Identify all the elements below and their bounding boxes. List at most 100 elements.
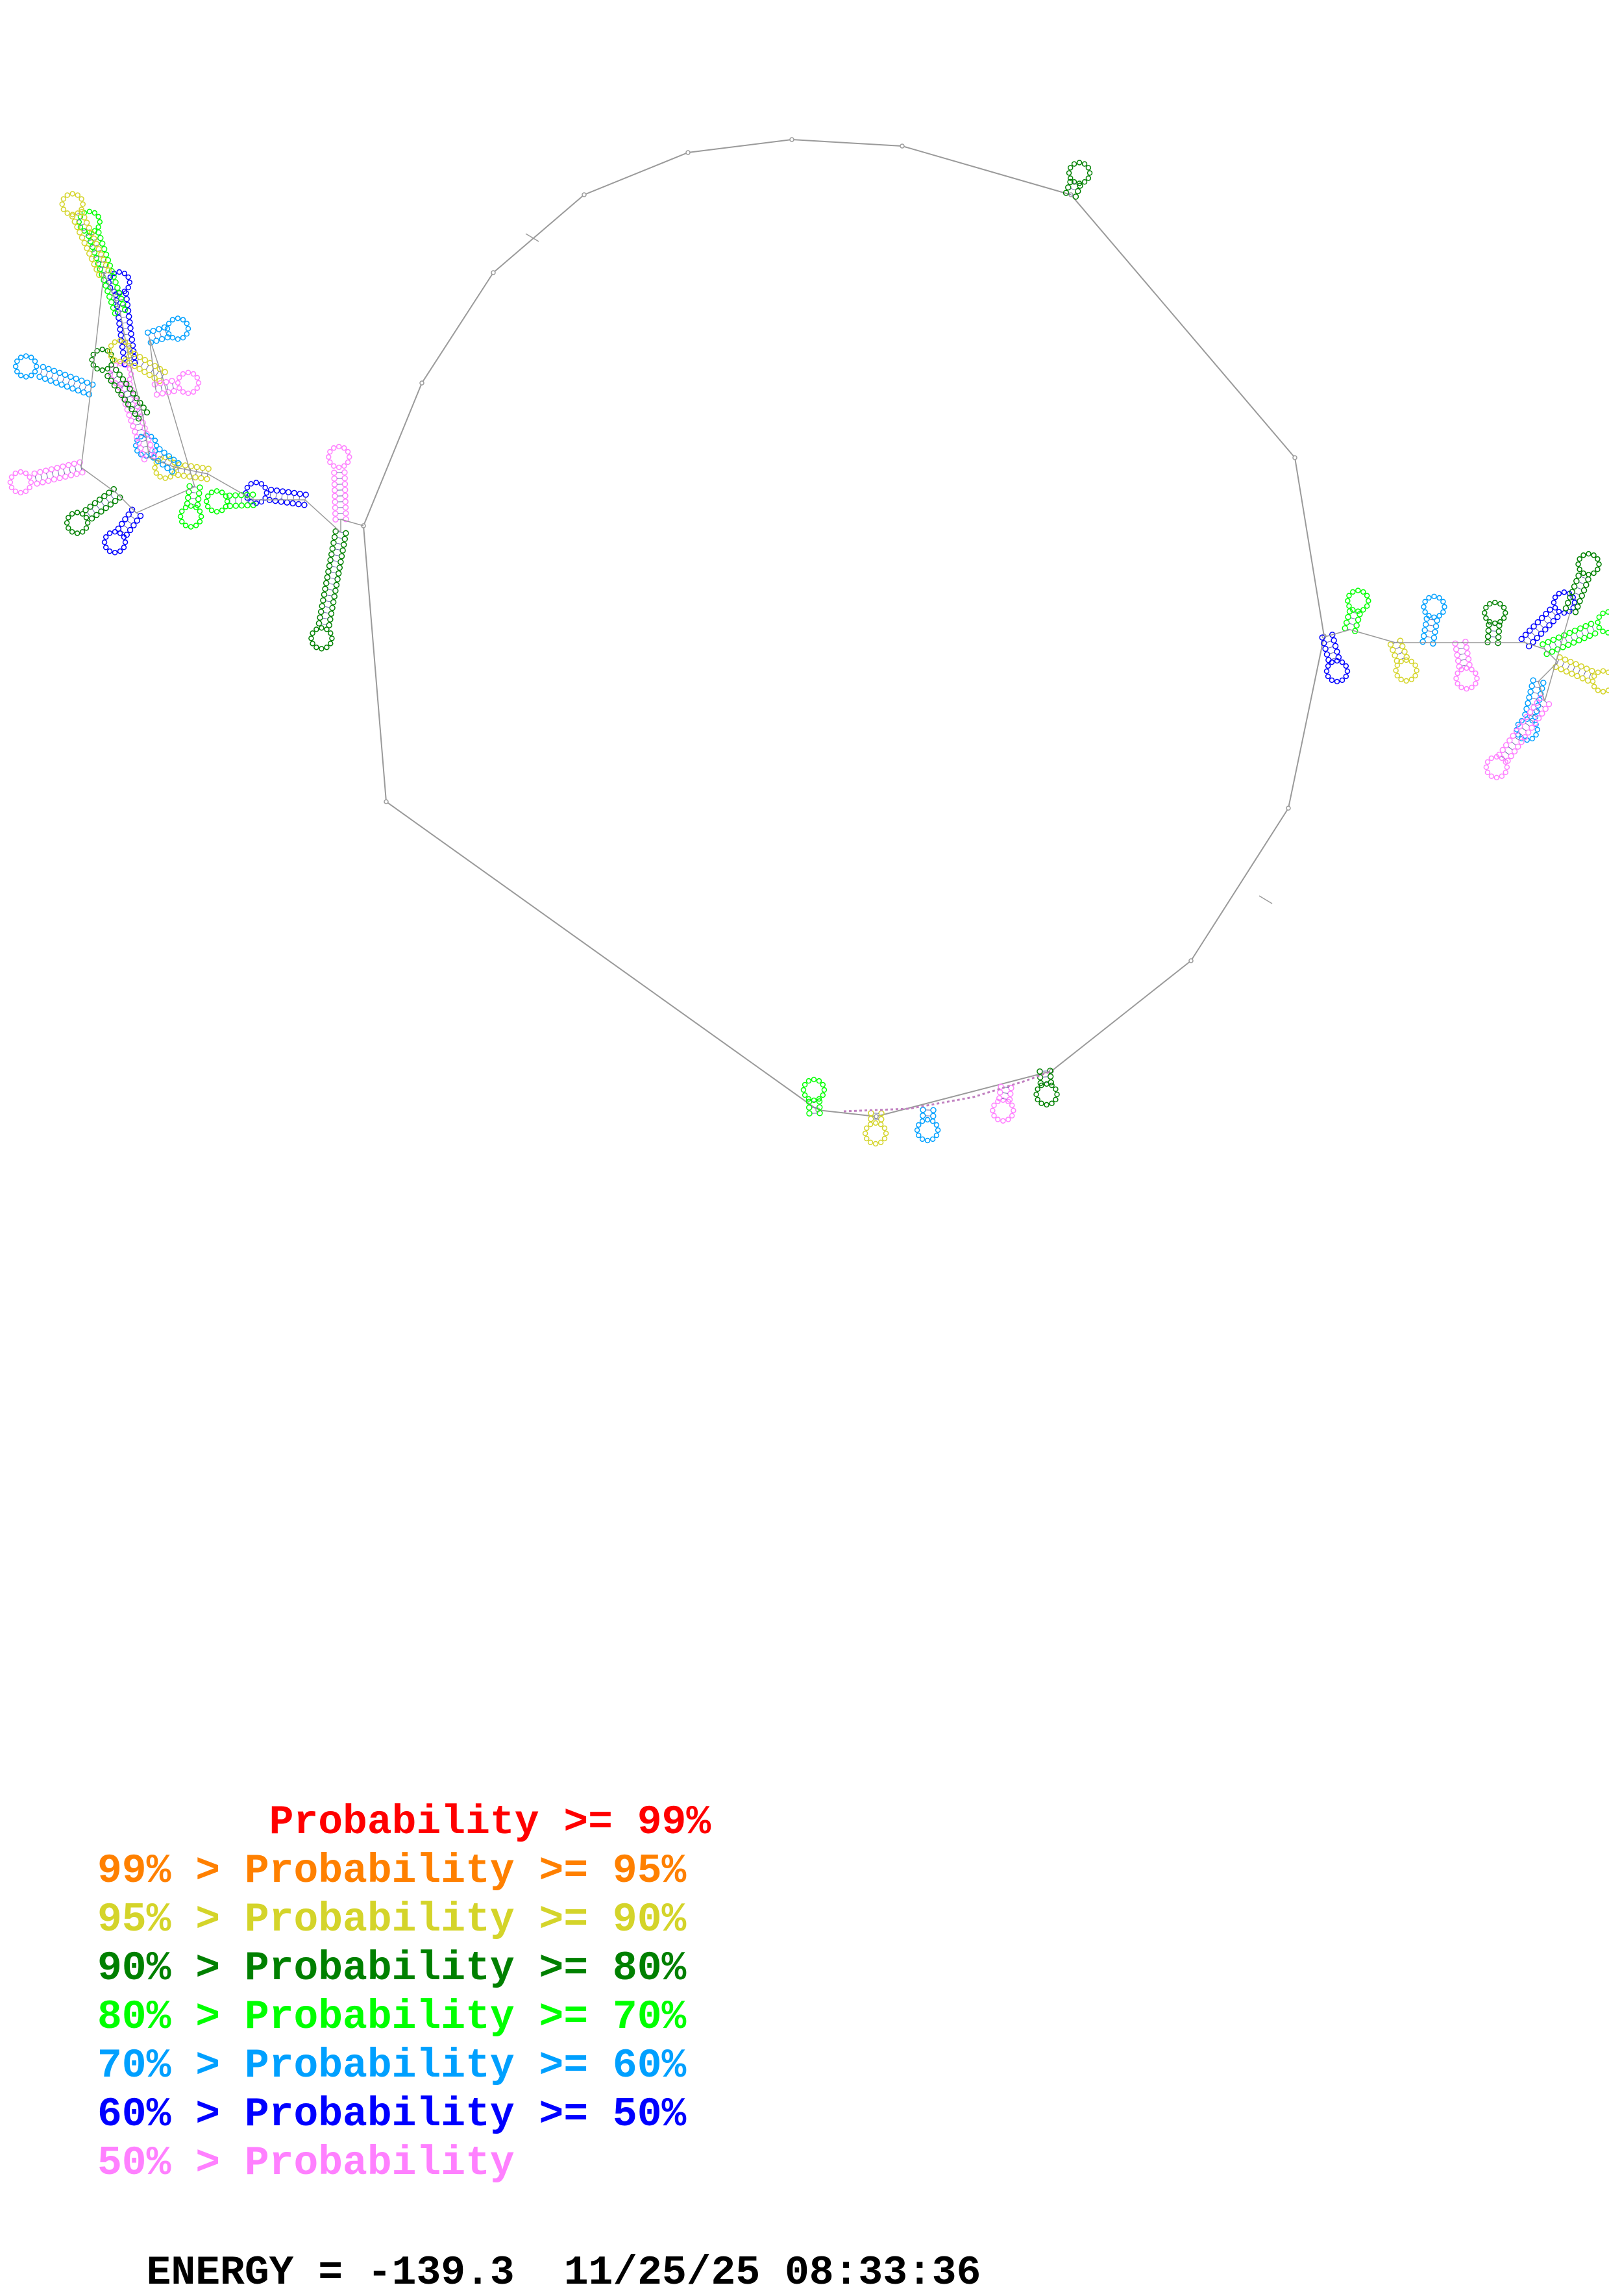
left-stem-11-loop-base xyxy=(15,359,19,364)
left-stem-1-loop-base xyxy=(330,636,334,641)
left-stem-1-loop-base xyxy=(325,627,329,632)
bottom-stem-1-loop-base xyxy=(868,1140,873,1144)
left-stem-10-loop-base xyxy=(60,202,64,206)
right-stem-1-pair xyxy=(1351,618,1356,619)
side-tick-1 xyxy=(1259,896,1272,904)
left-stem-2-loop-base xyxy=(249,482,253,486)
left-stem-8-pair xyxy=(125,346,130,347)
right-stem-10-base-b xyxy=(1529,725,1534,730)
bottom-stem-0-loop-base xyxy=(820,1093,825,1098)
left-stem-12-pair xyxy=(64,469,65,475)
left-stem-14-loop-base xyxy=(121,545,126,550)
bottom-stem-2-loop-base xyxy=(920,1119,925,1124)
left-stem-18-pair xyxy=(167,385,168,390)
right-stem-8-base-a xyxy=(1575,673,1580,678)
bottom-stem-4-loop-base xyxy=(1044,1102,1049,1107)
right-stem-0-base-a xyxy=(1325,652,1330,657)
right-stem-11-base-b xyxy=(1566,600,1571,606)
left-stem-14-loop-base xyxy=(113,530,117,534)
bottom-stem-4-loop-base xyxy=(1050,1083,1054,1088)
left-stem-3-loop-base xyxy=(220,508,225,513)
left-stem-13-base-b xyxy=(94,512,99,517)
left-stem-2-pair xyxy=(270,492,271,497)
right-stem-2-base-a xyxy=(1392,653,1397,658)
left-stem-1-base-b xyxy=(333,588,338,593)
left-stem-1-base-b xyxy=(342,536,347,541)
right-stem-0-pair xyxy=(1327,641,1332,643)
left-stem-18-loop-base xyxy=(191,389,195,394)
left-stem-12-loop-base xyxy=(27,475,32,479)
left-stem-13-loop-base xyxy=(75,510,80,515)
left-stem-18-loop-base xyxy=(180,389,185,394)
left-stem-1-loop-base xyxy=(310,631,315,636)
left-stem-12-loop-base xyxy=(9,475,14,479)
left-stem-4-base-a xyxy=(182,463,188,468)
right-stem-5-loop-base xyxy=(1498,602,1503,606)
left-stem-11-pair xyxy=(46,371,48,376)
left-stem-8-base-b xyxy=(120,344,125,349)
legend-row-4: 80% > Probability >= 70% xyxy=(97,1993,711,2042)
right-stem-11-base-a xyxy=(1573,610,1578,615)
left-stem-14 xyxy=(103,507,143,554)
left-stem-1-pair xyxy=(334,555,339,556)
right-stem-11-loop-base xyxy=(1586,552,1591,556)
right-stem-1-loop-base xyxy=(1356,588,1360,593)
right-stem-0-loop-base xyxy=(1334,679,1339,684)
left-stem-15-base-b xyxy=(197,485,203,490)
right-stem-8 xyxy=(1553,655,1609,694)
right-stem-1-loop-base xyxy=(1366,599,1371,603)
top-right-hairpin-loop-base xyxy=(1088,171,1092,175)
right-stem-8-base-a xyxy=(1564,669,1569,674)
left-stem-8-base-a xyxy=(129,331,134,336)
left-stem-10-base-b xyxy=(84,245,90,251)
right-stem-4-loop-base xyxy=(1473,671,1478,676)
left-stem-11-base-a xyxy=(84,380,90,385)
left-stem-0-base-b xyxy=(332,476,337,481)
right-stem-11 xyxy=(1564,552,1601,615)
left-stem-17-loop-base xyxy=(170,336,175,340)
right-stem-10-loop-base xyxy=(1489,756,1493,761)
left-stem-18-loop-base xyxy=(191,372,195,376)
bottom-stem-0-loop-base xyxy=(803,1083,807,1087)
right-stem-3-loop-base xyxy=(1432,615,1436,619)
left-stem-16-base-a xyxy=(147,360,153,365)
right-stem-11-base-b xyxy=(1574,578,1579,584)
right-stem-3-base-b xyxy=(1420,639,1425,645)
right-stem-11-base-a xyxy=(1582,587,1587,593)
right-stem-4-loop-base xyxy=(1454,676,1458,681)
left-stem-9-loop-base xyxy=(96,214,101,219)
left-stem-11-pair xyxy=(40,369,42,375)
left-stem-13-base-a xyxy=(106,490,112,495)
left-stem-12-base-a xyxy=(43,468,49,473)
bottom-stem-1-base-a xyxy=(868,1111,874,1116)
left-stem-12-loop-base xyxy=(23,489,28,493)
left-link-4 xyxy=(208,474,253,500)
right-stem-6-base-a xyxy=(1551,619,1556,624)
left-stem-17-loop-base xyxy=(180,336,185,340)
right-stem-9-loop-base xyxy=(1535,728,1540,732)
right-stem-6-loop-base xyxy=(1556,591,1561,596)
left-stem-17-loop-base xyxy=(170,317,175,322)
right-stem-10-base-a xyxy=(1507,738,1512,743)
top-right-hairpin-loop-base xyxy=(1086,176,1090,180)
right-stem-4-loop-base xyxy=(1469,685,1474,690)
left-stem-14-loop-base xyxy=(108,531,112,536)
left-stem-13 xyxy=(65,487,123,536)
right-stem-2-loop-base xyxy=(1399,677,1403,682)
left-stem-10-base-b xyxy=(80,235,85,240)
right-stem-5-loop-base xyxy=(1488,602,1492,606)
right-stem-0-loop-base xyxy=(1340,678,1344,682)
bottom-stem-0-base-b xyxy=(807,1111,812,1116)
left-stem-8-base-b xyxy=(117,327,123,332)
left-stem-11-base-b xyxy=(48,378,53,383)
right-stem-6-pair xyxy=(1527,637,1531,641)
left-stem-1-pair xyxy=(328,589,333,590)
right-stem-3-loop-base xyxy=(1441,610,1445,614)
right-stem-11-base-b xyxy=(1572,584,1577,589)
right-stem-3-base-a xyxy=(1432,630,1438,635)
left-stem-6-loop-base xyxy=(127,377,132,382)
left-stem-12-base-b xyxy=(51,477,56,482)
left-stem-9-base-b xyxy=(107,294,112,299)
right-stem-2-base-b xyxy=(1400,643,1405,648)
left-stem-0-loop-base xyxy=(332,446,336,451)
